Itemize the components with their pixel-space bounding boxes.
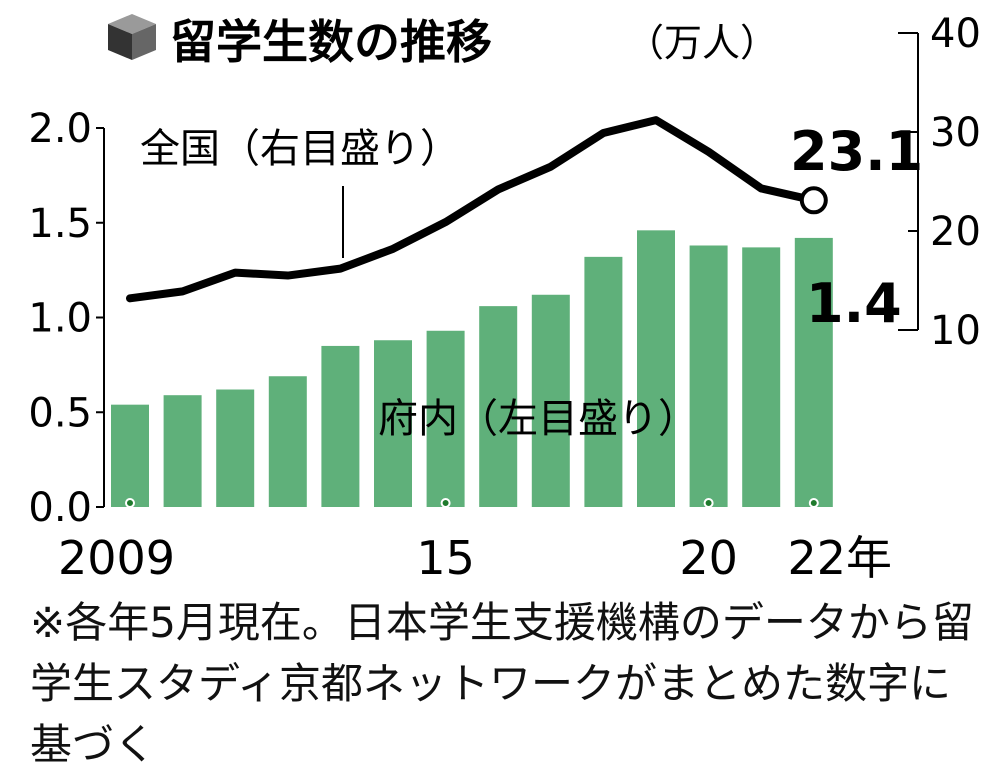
line-end-marker [799,186,828,215]
x-tick-label: 15 [416,531,475,585]
right-tick-label: 40 [930,11,981,57]
right-tick-label: 20 [930,209,981,255]
bar-2014 [374,340,412,507]
bar-2010 [163,395,202,507]
x-tick-label: 20 [679,531,738,585]
bar-2020 [689,245,728,508]
left-tick-label: 0.0 [28,485,92,531]
bar-2009 [111,404,149,507]
bar-last-value: 1.4 [806,272,902,335]
line-last-value: 23.1 [790,120,923,183]
bar-2016 [479,306,518,507]
x-tick-dot [703,498,714,508]
national-line [126,116,818,303]
bar-2013 [321,345,360,507]
chart-title: 留学生数の推移 [170,15,492,69]
x-tick-dot [125,498,135,508]
left-tick-label: 2.0 [28,106,92,152]
footnote: ※各年5月現在。日本学生支援機構のデータから留学生スタディ京都ネットワークがまと… [30,598,974,769]
bar-2017 [531,294,570,507]
bar-2019 [637,230,675,507]
right-tick-label: 30 [930,110,981,156]
bar-2018 [584,256,623,507]
x-tick-dot [440,498,451,508]
bar-2021 [742,247,781,507]
left-tick-label: 1.5 [28,201,92,247]
bar-2022 [794,237,833,507]
x-tick-label: 2009 [58,531,175,585]
bar-2015 [426,330,465,507]
x-tick-label: 22年 [788,531,893,585]
right-tick-label: 10 [930,308,981,354]
left-tick-label: 1.0 [28,296,92,342]
unit-label: （万人） [626,21,778,65]
bar-2012 [268,376,307,507]
left-tick-label: 0.5 [28,390,92,436]
bar-2011 [216,389,255,507]
chart-area: 留学生数の推移 （万人） 0.0 0.5 1.0 1.5 2.0 10 20 30 40 20… [28,11,981,585]
x-tick-dot [808,498,819,508]
line-series-label: 全国（右目盛り） [140,126,460,172]
cube-icon [108,14,156,60]
bar-series-label: 府内（左目盛り） [378,396,698,442]
